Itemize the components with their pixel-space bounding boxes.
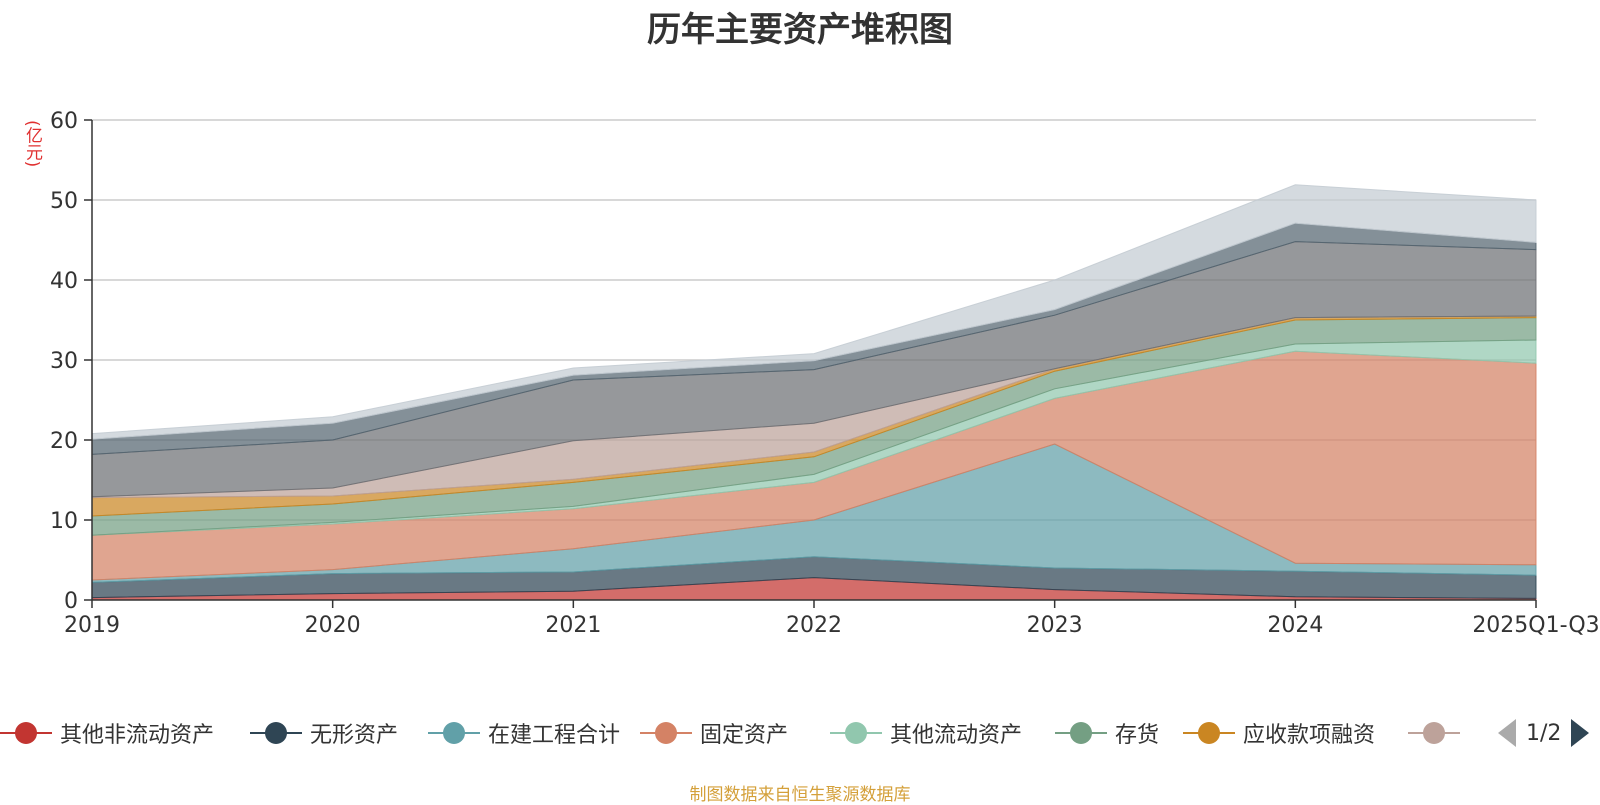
legend-marker-icon	[1055, 721, 1107, 745]
x-tick-label: 2022	[786, 613, 842, 638]
legend-item[interactable]: 其他流动资产	[830, 716, 1022, 750]
legend-label: 无形资产	[310, 723, 399, 748]
x-tick-label: 2024	[1267, 613, 1323, 638]
legend-marker-icon	[1408, 721, 1460, 745]
legend-marker-icon	[640, 721, 692, 745]
y-tick-label: 50	[50, 189, 78, 214]
legend-marker-icon	[830, 721, 882, 745]
x-tick-label: 2019	[64, 613, 120, 638]
legend-label: 存货	[1115, 723, 1160, 748]
legend-label: 在建工程合计	[488, 723, 621, 748]
axes: 0 10 20 30 40 50 60 2019 2020 2021 2022 2023 2024 202…	[50, 109, 1600, 638]
pager-prev-icon[interactable]	[1498, 719, 1516, 747]
y-tick-label: 60	[50, 109, 78, 134]
y-tick-label: 30	[50, 349, 78, 374]
legend-item[interactable]: 其他非流动资产	[0, 716, 214, 750]
pager-text: 1/2	[1526, 720, 1562, 746]
pager-next-icon[interactable]	[1571, 719, 1590, 747]
x-tick-label: 2023	[1027, 613, 1083, 638]
y-tick-label: 0	[64, 589, 78, 614]
legend-marker-icon	[428, 721, 480, 745]
legend-label: 其他流动资产	[890, 723, 1023, 748]
legend-item[interactable]: 存货	[1055, 716, 1159, 750]
legend-pager: 1/2	[1498, 716, 1590, 750]
chart-title: 历年主要资产堆积图	[647, 10, 953, 50]
legend-item[interactable]: 在建工程合计	[428, 716, 620, 750]
legend-label: 固定资产	[700, 723, 789, 748]
y-tick-label: 40	[50, 269, 78, 294]
legend-marker-icon	[250, 721, 302, 745]
data-source-note: 制图数据来自恒生聚源数据库	[689, 785, 911, 805]
legend-label: 其他非流动资产	[60, 723, 215, 748]
y-tick-label: 20	[50, 429, 78, 454]
x-tick-label: 2021	[545, 613, 601, 638]
y-axis-unit: (亿元)	[22, 120, 42, 168]
legend-label: 应收款项融资	[1243, 723, 1376, 748]
legend-marker-icon	[1183, 721, 1235, 745]
x-tick-label: 2025Q1-Q3	[1472, 613, 1599, 638]
area-系列11	[91, 184, 1537, 440]
legend-item[interactable]: 交易性金融资产	[1408, 716, 1468, 750]
legend-item[interactable]: 固定资产	[640, 716, 788, 750]
legend-marker-icon	[0, 721, 52, 745]
x-tick-label: 2020	[305, 613, 361, 638]
y-tick-label: 10	[50, 509, 78, 534]
legend-item[interactable]: 无形资产	[250, 716, 398, 750]
area-series	[91, 184, 1537, 601]
legend-items: 其他非流动资产 无形资产 在建工程合计 固定资产 其他流动资产 存货 应收款项融资 交易性金融…	[0, 716, 1468, 756]
legend-item[interactable]: 应收款项融资	[1183, 716, 1375, 750]
legend: 其他非流动资产 无形资产 在建工程合计 固定资产 其他流动资产 存货 应收款项融资 交易性金融…	[0, 716, 1600, 756]
